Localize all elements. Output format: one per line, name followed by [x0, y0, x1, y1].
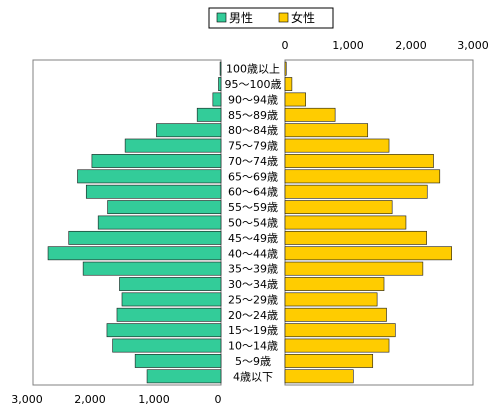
age-group-label: 60〜64歳 — [228, 186, 278, 199]
female-bar — [284, 138, 390, 153]
male-bar — [107, 200, 222, 215]
female-bar — [284, 154, 434, 168]
male-bar — [82, 261, 222, 276]
female-bar — [284, 230, 427, 245]
legend-label-female: 女性 — [291, 10, 315, 25]
female-bar — [284, 292, 378, 307]
female-bar — [284, 92, 306, 107]
male-bar — [116, 307, 222, 322]
age-group-label: 40〜44歳 — [228, 247, 278, 260]
female-bar — [284, 261, 424, 276]
age-group-label: 10〜14歳 — [228, 340, 278, 353]
legend-label-male: 男性 — [229, 11, 253, 25]
age-group-label: 55〜59歳 — [228, 201, 278, 214]
female-bar — [284, 354, 374, 368]
top-tick-0: 0 — [282, 39, 289, 52]
legend-swatch-male — [216, 12, 227, 23]
top-axis: 0 1,000 2,000 3,000 — [282, 39, 489, 52]
age-group-label: 65〜69歳 — [228, 170, 278, 183]
male-bar — [106, 323, 222, 338]
age-group-label: 25〜29歳 — [228, 293, 278, 306]
male-bar — [119, 277, 222, 291]
female-bar — [284, 123, 369, 138]
female-bar — [284, 215, 407, 230]
age-labels: 4歳以下 5〜9歳 10〜14歳 15〜19歳 20〜24歳 25〜29歳 30〜34歳 35… — [225, 63, 282, 384]
age-group-label: 70〜74歳 — [228, 155, 278, 168]
male-bar — [218, 77, 222, 91]
bottom-tick-3000: 3,000 — [11, 393, 43, 406]
top-tick-3000: 3,000 — [457, 39, 489, 52]
male-bar — [121, 292, 222, 307]
male-bar — [219, 61, 222, 76]
female-bar — [284, 200, 393, 215]
age-group-label: 20〜24歳 — [228, 309, 278, 322]
male-bar — [212, 92, 222, 107]
top-tick-2000: 2,000 — [395, 39, 427, 52]
male-bar — [97, 215, 222, 230]
male-bar — [156, 123, 222, 138]
age-group-label: 50〜54歳 — [228, 217, 278, 230]
male-bar — [112, 338, 222, 353]
female-bar — [284, 369, 354, 384]
legend-swatch-female — [278, 12, 289, 23]
male-bar — [47, 246, 222, 261]
age-group-label: 45〜49歳 — [228, 232, 278, 245]
age-group-label: 15〜19歳 — [228, 324, 278, 337]
female-bar — [284, 338, 390, 353]
male-bar — [91, 154, 222, 168]
age-group-label: 90〜94歳 — [228, 93, 278, 106]
male-bar — [134, 354, 222, 368]
male-bar — [124, 138, 222, 153]
bottom-axis: 3,000 2,000 1,000 0 — [11, 393, 221, 406]
top-tick-1000: 1,000 — [332, 39, 364, 52]
male-bar — [85, 184, 222, 199]
age-group-label: 35〜39歳 — [228, 263, 278, 276]
female-bar — [284, 246, 452, 261]
female-bar — [284, 77, 293, 91]
female-bar — [284, 61, 287, 76]
male-bar — [77, 169, 222, 184]
female-bar — [284, 277, 385, 291]
male-bars — [47, 61, 222, 384]
bottom-tick-0: 0 — [215, 393, 222, 406]
male-bar — [196, 107, 222, 122]
age-group-label: 5〜9歳 — [235, 355, 271, 368]
female-bars — [284, 61, 452, 384]
female-bar — [284, 307, 387, 322]
female-bar — [284, 169, 441, 184]
bottom-tick-1000: 1,000 — [138, 393, 170, 406]
legend: 男性 女性 — [208, 7, 334, 29]
age-group-label: 80〜84歳 — [228, 124, 278, 137]
age-group-label: 85〜89歳 — [228, 109, 278, 122]
age-group-label: 100歳以上 — [226, 63, 280, 76]
age-group-label: 75〜79歳 — [228, 140, 278, 153]
female-bar — [284, 184, 428, 199]
bottom-tick-2000: 2,000 — [74, 393, 106, 406]
age-group-label: 30〜34歳 — [228, 278, 278, 291]
female-bar — [284, 107, 336, 122]
age-group-label: 95〜100歳 — [225, 78, 282, 91]
male-bar — [68, 230, 222, 245]
female-bar — [284, 323, 396, 338]
age-group-label: 4歳以下 — [233, 370, 273, 383]
legend-box — [208, 7, 334, 29]
male-bar — [146, 369, 222, 384]
